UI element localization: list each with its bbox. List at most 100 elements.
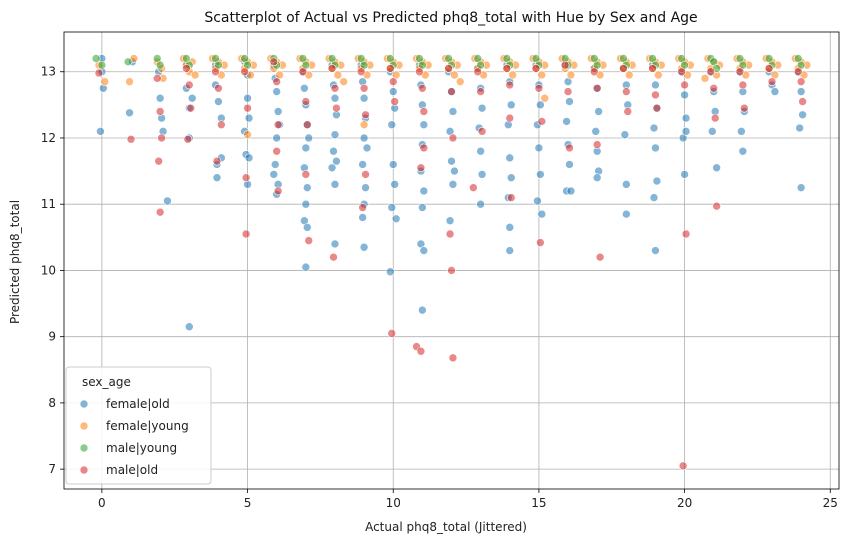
y-tick-label: 9 [48, 330, 56, 344]
data-point [155, 107, 165, 116]
data-point [244, 113, 254, 123]
data-point [448, 133, 458, 143]
data-point [330, 180, 340, 189]
data-point [710, 113, 720, 123]
data-point [270, 160, 280, 169]
legend-marker [79, 443, 89, 453]
data-point [125, 108, 134, 118]
data-point [386, 64, 395, 73]
data-point [243, 103, 252, 113]
data-point [241, 173, 251, 183]
data-point [450, 70, 459, 80]
data-point [531, 64, 541, 73]
data-point [712, 163, 721, 173]
data-point [652, 176, 662, 186]
data-point [273, 107, 283, 116]
data-point [240, 67, 249, 77]
data-point [184, 80, 194, 90]
data-point [301, 97, 311, 106]
axis-ticks: 0 5 10 15 20 25 7 8 9 10 11 12 13 [41, 65, 838, 510]
data-point [678, 461, 688, 471]
y-tick-label: 12 [41, 131, 56, 145]
data-point [152, 74, 162, 83]
data-point [300, 83, 309, 93]
data-point [455, 77, 465, 86]
data-point [700, 74, 710, 83]
data-point [796, 183, 806, 192]
data-point [534, 83, 544, 93]
data-point [330, 130, 340, 139]
data-point [680, 80, 689, 90]
data-point [677, 67, 686, 77]
data-point [798, 110, 807, 120]
data-point [712, 201, 721, 211]
data-point [619, 64, 628, 73]
data-point [359, 133, 369, 143]
data-point [651, 90, 660, 100]
data-point [620, 130, 630, 139]
data-point [560, 60, 570, 70]
data-point [329, 252, 338, 262]
legend-marker [79, 421, 89, 431]
data-point [332, 156, 341, 166]
y-tick-label: 13 [41, 65, 56, 79]
data-point [767, 77, 777, 86]
data-point [592, 83, 602, 93]
data-point [359, 242, 369, 252]
data-point [447, 266, 456, 275]
data-point [536, 100, 545, 110]
data-point [361, 170, 370, 179]
data-point [473, 67, 483, 77]
data-point [269, 57, 279, 67]
data-point [565, 97, 574, 106]
data-point [358, 213, 367, 222]
data-point [508, 70, 517, 80]
data-point [506, 173, 516, 183]
data-point [706, 67, 716, 77]
data-point [358, 203, 367, 212]
data-point [359, 93, 369, 103]
data-point [445, 229, 455, 239]
data-point [450, 166, 459, 176]
data-point [563, 87, 573, 96]
data-point [214, 83, 223, 93]
data-point [738, 80, 748, 90]
data-point [359, 120, 369, 130]
data-point [506, 100, 516, 110]
legend-title: sex_age [82, 375, 131, 389]
plot-frame [63, 31, 840, 490]
data-point [269, 170, 279, 179]
data-point [537, 70, 547, 80]
data-point [243, 93, 252, 103]
data-point [477, 170, 487, 179]
data-point [301, 143, 311, 153]
y-tick-label: 8 [48, 396, 56, 410]
data-point [155, 93, 165, 103]
data-point [272, 87, 281, 96]
data-point [416, 346, 426, 356]
data-point [419, 120, 429, 130]
data-point [566, 186, 576, 196]
data-point [534, 143, 544, 153]
data-point [622, 209, 631, 219]
data-point [187, 93, 197, 103]
data-point [302, 183, 312, 192]
data-point [244, 153, 254, 163]
chart-title: Scatterplot of Actual vs Predicted phq8_… [204, 10, 697, 26]
data-point [445, 216, 455, 226]
data-point [419, 107, 429, 116]
data-point [476, 87, 485, 96]
data-point [681, 113, 691, 123]
data-point [737, 127, 746, 136]
data-point [190, 70, 200, 80]
data-point [302, 223, 312, 232]
data-point [594, 107, 603, 116]
data-point [447, 156, 456, 166]
data-point [387, 120, 397, 130]
data-point [416, 163, 426, 173]
data-point [649, 193, 659, 202]
data-point [243, 130, 252, 139]
data-point [565, 160, 574, 169]
data-point [186, 103, 196, 113]
data-point [157, 133, 166, 143]
